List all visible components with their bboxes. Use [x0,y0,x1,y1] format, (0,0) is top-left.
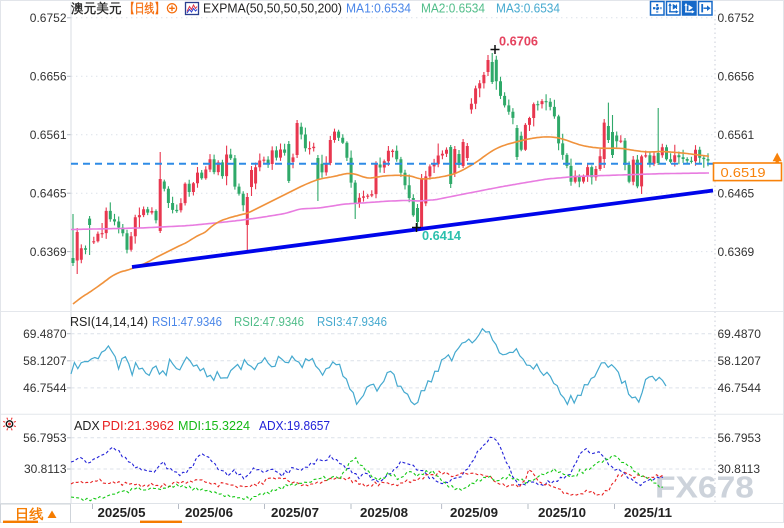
svg-text:69.4870: 69.4870 [718,327,762,341]
svg-text:46.7544: 46.7544 [23,381,67,395]
svg-text:0.6656: 0.6656 [718,70,755,84]
svg-text:0.6706: 0.6706 [499,34,538,49]
svg-text:MA1:0.6534: MA1:0.6534 [346,2,411,16]
svg-text:0.6752: 0.6752 [30,11,67,25]
svg-text:RSI(14,14,14): RSI(14,14,14) [70,315,148,329]
svg-text:RSI1:47.9346: RSI1:47.9346 [152,315,222,329]
svg-text:MA3:0.6534: MA3:0.6534 [496,2,560,16]
svg-text:0.6414: 0.6414 [422,228,462,243]
svg-text:0.6561: 0.6561 [718,128,755,142]
svg-text:2025/07: 2025/07 [271,505,319,520]
svg-text:58.1207: 58.1207 [718,354,762,368]
svg-text:69.4870: 69.4870 [23,327,67,341]
svg-text:30.8113: 30.8113 [24,462,67,476]
svg-text:PDI:21.3962: PDI:21.3962 [102,419,174,433]
svg-text:0.6656: 0.6656 [30,70,67,84]
svg-text:0.6561: 0.6561 [30,128,67,142]
svg-text:0.6752: 0.6752 [718,11,755,25]
svg-text:2025/09: 2025/09 [450,505,498,520]
svg-text:2025/11: 2025/11 [624,505,672,520]
svg-text:MDI:15.3224: MDI:15.3224 [178,419,250,433]
svg-text:0.6369: 0.6369 [30,245,67,259]
svg-text:2025/06: 2025/06 [185,505,233,520]
svg-text:EXPMA(50,50,50,50,200): EXPMA(50,50,50,50,200) [203,2,342,16]
svg-text:0.6465: 0.6465 [718,186,755,200]
svg-text:ADX:19.8657: ADX:19.8657 [259,419,330,433]
svg-text:2025/10: 2025/10 [538,505,586,520]
svg-text:56.7953: 56.7953 [718,431,762,445]
svg-text:30.8113: 30.8113 [718,462,761,476]
svg-text:2025/08: 2025/08 [360,505,408,520]
svg-text:RSI3:47.9346: RSI3:47.9346 [317,315,387,329]
svg-text:0.6465: 0.6465 [30,186,67,200]
svg-text:2025/05: 2025/05 [98,505,146,520]
svg-text:56.7953: 56.7953 [23,431,67,445]
svg-text:58.1207: 58.1207 [23,354,67,368]
svg-text:RSI2:47.9346: RSI2:47.9346 [234,315,304,329]
svg-text:46.7544: 46.7544 [718,381,762,395]
svg-text:FX678: FX678 [655,470,754,505]
svg-text:0.6519: 0.6519 [721,165,766,180]
svg-text:0.6369: 0.6369 [718,245,755,259]
svg-text:MA2:0.6534: MA2:0.6534 [421,2,485,16]
svg-text:ADX: ADX [74,419,100,433]
